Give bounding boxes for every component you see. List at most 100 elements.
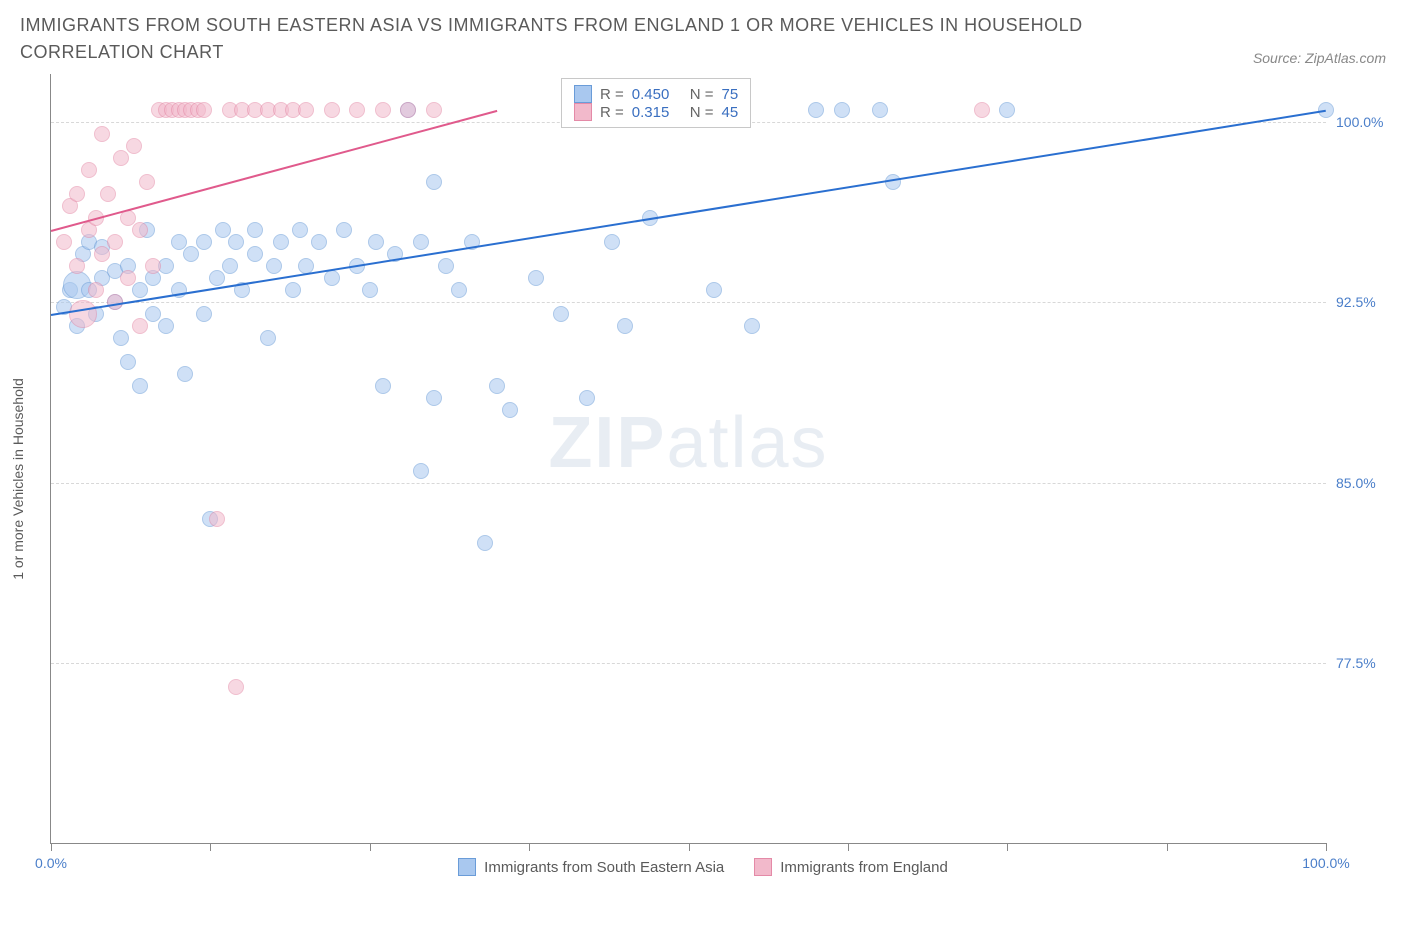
scatter-point-eng (113, 150, 129, 166)
scatter-point-sea (292, 222, 308, 238)
legend-swatch (574, 85, 592, 103)
scatter-point-sea (171, 234, 187, 250)
y-axis-title: 1 or more Vehicles in Household (10, 378, 26, 580)
scatter-point-sea (362, 282, 378, 298)
scatter-point-eng (324, 102, 340, 118)
scatter-point-eng (100, 186, 116, 202)
stat-n-value: 45 (722, 104, 739, 121)
scatter-point-sea (617, 318, 633, 334)
scatter-point-sea (196, 306, 212, 322)
chart-area: 1 or more Vehicles in Household ZIPatlas… (0, 74, 1406, 884)
stats-row: R = 0.315 N = 45 (574, 103, 738, 121)
scatter-point-eng (132, 222, 148, 238)
scatter-point-eng (94, 246, 110, 262)
legend-item: Immigrants from England (754, 858, 948, 876)
scatter-point-eng (375, 102, 391, 118)
stat-n-label: N = (690, 86, 714, 103)
scatter-point-sea (872, 102, 888, 118)
scatter-point-sea (604, 234, 620, 250)
legend-item: Immigrants from South Eastern Asia (458, 858, 724, 876)
x-tick (689, 843, 690, 851)
scatter-point-eng (139, 174, 155, 190)
scatter-point-eng (298, 102, 314, 118)
scatter-point-sea (438, 258, 454, 274)
scatter-point-sea (260, 330, 276, 346)
scatter-point-eng (349, 102, 365, 118)
gridline (51, 302, 1326, 303)
scatter-point-eng (69, 258, 85, 274)
scatter-point-eng (974, 102, 990, 118)
scatter-point-sea (885, 174, 901, 190)
scatter-point-eng (426, 102, 442, 118)
trend-line-eng (51, 110, 498, 232)
scatter-point-sea (324, 270, 340, 286)
scatter-point-sea (132, 378, 148, 394)
y-tick-label: 92.5% (1336, 294, 1396, 310)
plot-area: ZIPatlas 100.0%92.5%85.0%77.5%0.0%100.0%… (50, 74, 1326, 844)
scatter-point-sea (228, 234, 244, 250)
scatter-point-sea (247, 246, 263, 262)
scatter-point-sea (222, 258, 238, 274)
scatter-point-eng (126, 138, 142, 154)
watermark: ZIPatlas (548, 402, 828, 484)
legend-swatch (754, 858, 772, 876)
x-tick (529, 843, 530, 851)
scatter-point-sea (158, 318, 174, 334)
scatter-point-eng (88, 282, 104, 298)
stat-n-label: N = (690, 104, 714, 121)
y-tick-label: 77.5% (1336, 655, 1396, 671)
source-label: Source: ZipAtlas.com (1253, 50, 1386, 66)
scatter-point-eng (120, 270, 136, 286)
gridline (51, 663, 1326, 664)
legend-label: Immigrants from England (780, 859, 948, 876)
scatter-point-sea (426, 390, 442, 406)
scatter-point-eng (107, 234, 123, 250)
legend-swatch (574, 103, 592, 121)
stat-r-value: 0.315 (632, 104, 682, 121)
scatter-point-sea (451, 282, 467, 298)
scatter-point-eng (228, 679, 244, 695)
scatter-point-sea (413, 463, 429, 479)
x-tick (210, 843, 211, 851)
scatter-point-eng (94, 126, 110, 142)
scatter-point-sea (706, 282, 722, 298)
legend-swatch (458, 858, 476, 876)
scatter-point-sea (834, 102, 850, 118)
chart-header: IMMIGRANTS FROM SOUTH EASTERN ASIA VS IM… (0, 0, 1406, 74)
x-tick (370, 843, 371, 851)
scatter-point-sea (375, 378, 391, 394)
chart-title: IMMIGRANTS FROM SOUTH EASTERN ASIA VS IM… (20, 12, 1120, 66)
scatter-point-sea (579, 390, 595, 406)
scatter-point-eng (56, 234, 72, 250)
x-tick (1326, 843, 1327, 851)
y-tick-label: 85.0% (1336, 475, 1396, 491)
scatter-point-sea (553, 306, 569, 322)
scatter-point-sea (368, 234, 384, 250)
scatter-point-sea (196, 234, 212, 250)
scatter-point-sea (489, 378, 505, 394)
x-tick (848, 843, 849, 851)
scatter-point-sea (413, 234, 429, 250)
x-tick (1167, 843, 1168, 851)
stat-r-value: 0.450 (632, 86, 682, 103)
scatter-point-sea (426, 174, 442, 190)
scatter-point-eng (196, 102, 212, 118)
stats-row: R =0.450N =75 (574, 85, 738, 103)
scatter-point-sea (132, 282, 148, 298)
gridline (51, 483, 1326, 484)
x-tick (51, 843, 52, 851)
scatter-point-sea (113, 330, 129, 346)
scatter-point-sea (502, 402, 518, 418)
scatter-point-sea (528, 270, 544, 286)
scatter-point-eng (81, 162, 97, 178)
stat-r-label: R = (600, 104, 624, 121)
x-tick (1007, 843, 1008, 851)
scatter-point-sea (266, 258, 282, 274)
stat-n-value: 75 (722, 86, 739, 103)
trend-line-sea (51, 110, 1326, 316)
scatter-point-sea (999, 102, 1015, 118)
bottom-legend: Immigrants from South Eastern Asia Immigr… (0, 858, 1406, 876)
scatter-point-sea (177, 366, 193, 382)
scatter-point-sea (311, 234, 327, 250)
y-tick-label: 100.0% (1336, 114, 1396, 130)
